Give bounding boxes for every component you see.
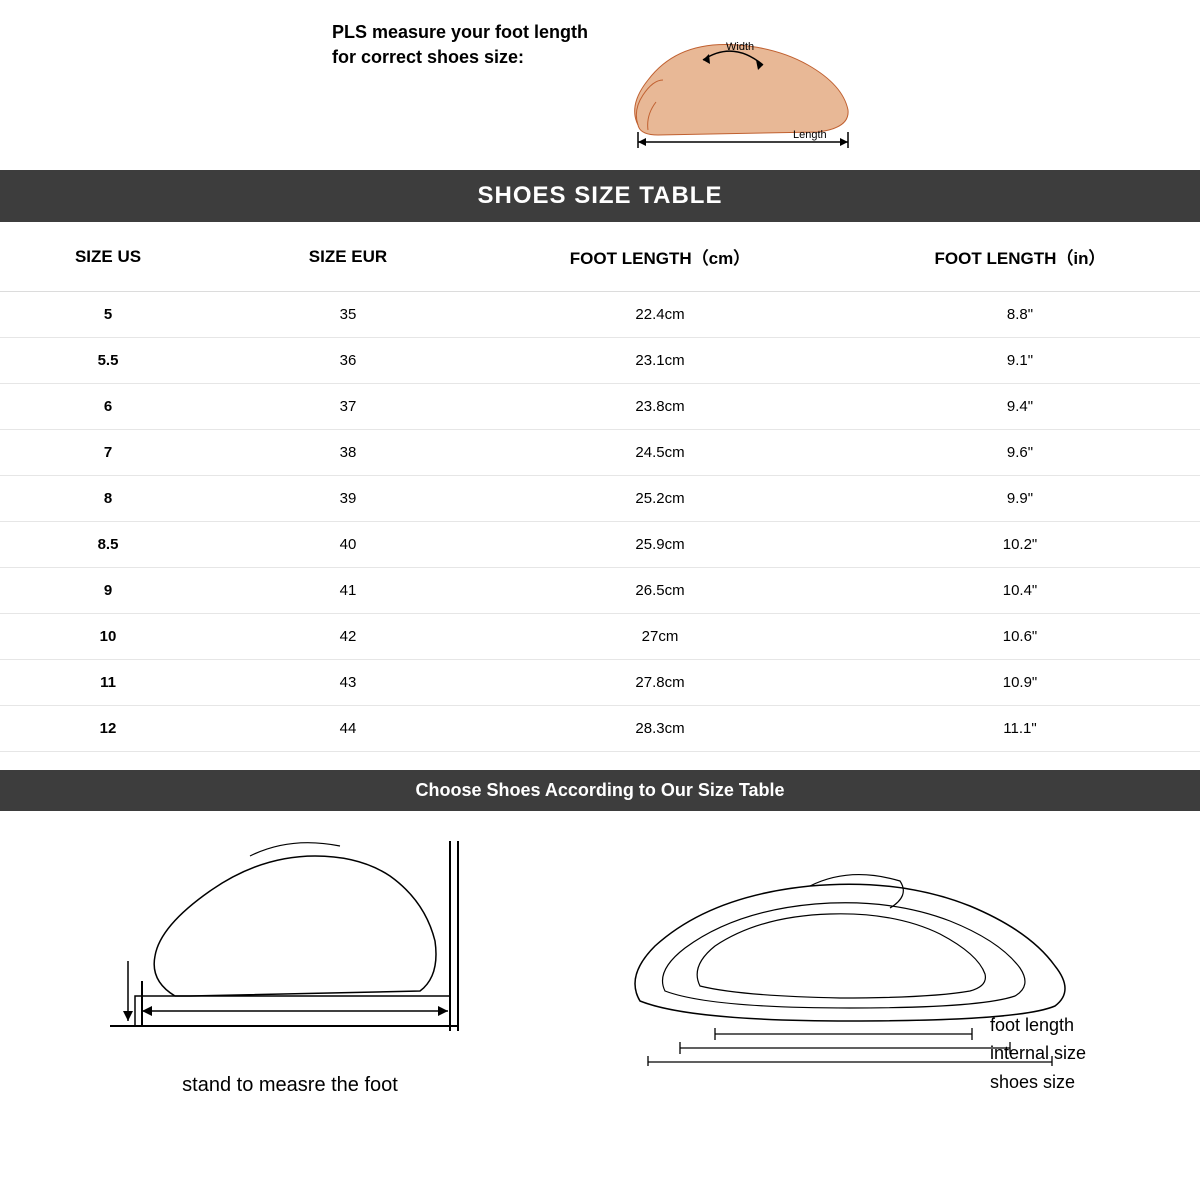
table-row: 83925.2cm9.9" <box>0 476 1200 522</box>
table-row: 73824.5cm9.6" <box>0 430 1200 476</box>
stand-measure-caption: stand to measre the foot <box>80 1074 500 1097</box>
table-row: 124428.3cm11.1" <box>0 706 1200 752</box>
label-shoes-size: shoes size <box>990 1068 1120 1097</box>
col-header-eur: SIZE EUR <box>216 222 480 292</box>
stand-measure-diagram: stand to measre the foot <box>80 831 500 1097</box>
table-row: 5.53623.1cm9.1" <box>0 338 1200 384</box>
foot-measure-diagram: Width Length <box>608 10 868 150</box>
table-row: 53522.4cm8.8" <box>0 292 1200 338</box>
instruction-line-1: PLS measure your foot length <box>332 22 588 42</box>
table-header-row: SIZE US SIZE EUR FOOT LENGTH（cm） FOOT LE… <box>0 222 1200 292</box>
table-row: 94126.5cm10.4" <box>0 568 1200 614</box>
col-header-cm: FOOT LENGTH（cm） <box>480 222 840 292</box>
table-row: 114327.8cm10.9" <box>0 660 1200 706</box>
bottom-diagrams: stand to measre the foot <box>0 811 1200 1107</box>
width-label: Width <box>726 41 754 53</box>
instruction-line-2: for correct shoes size: <box>332 47 524 67</box>
shoe-size-diagram: foot length internal size shoes size <box>600 836 1120 1097</box>
top-instruction-section: PLS measure your foot length for correct… <box>0 0 1200 170</box>
table-row: 8.54025.9cm10.2" <box>0 522 1200 568</box>
col-header-in: FOOT LENGTH（in） <box>840 222 1200 292</box>
table-title-bar: SHOES SIZE TABLE <box>0 170 1200 222</box>
table-row: 63723.8cm9.4" <box>0 384 1200 430</box>
size-table: SIZE US SIZE EUR FOOT LENGTH（cm） FOOT LE… <box>0 222 1200 752</box>
length-label: Length <box>793 129 827 141</box>
table-row: 104227cm10.6" <box>0 614 1200 660</box>
subtitle-bar: Choose Shoes According to Our Size Table <box>0 770 1200 811</box>
size-table-body: 53522.4cm8.8" 5.53623.1cm9.1" 63723.8cm9… <box>0 292 1200 752</box>
measure-instruction: PLS measure your foot length for correct… <box>332 10 588 70</box>
foot-wall-svg <box>80 831 500 1061</box>
col-header-us: SIZE US <box>0 222 216 292</box>
